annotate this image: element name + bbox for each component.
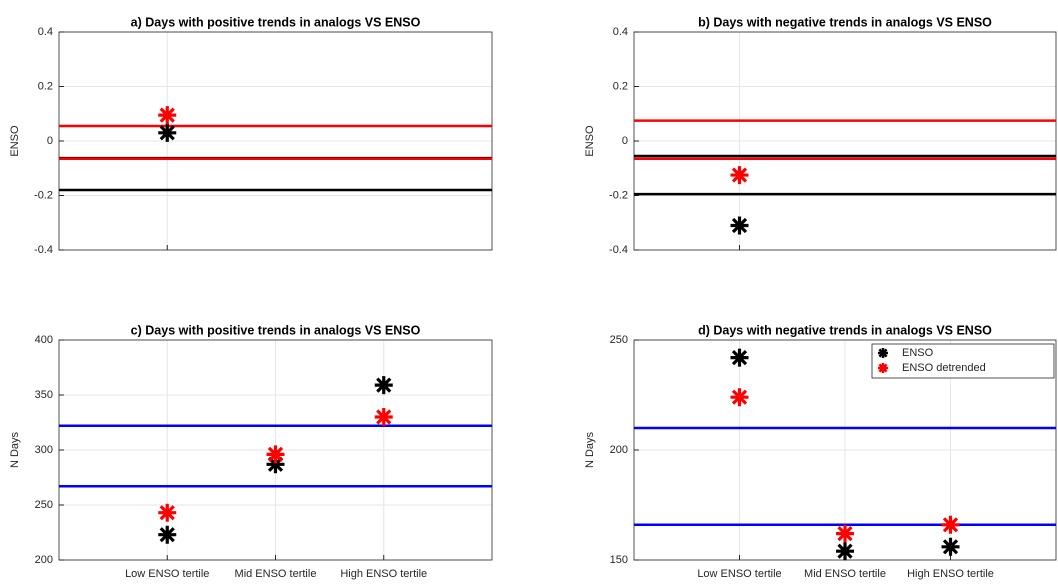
- y-tick-label: 150: [610, 554, 628, 566]
- y-tick-label: -0.4: [609, 244, 628, 256]
- chart-title: a) Days with positive trends in analogs …: [131, 15, 421, 29]
- marker: [374, 376, 393, 395]
- legend-box: [871, 343, 1055, 379]
- marker: [158, 106, 177, 125]
- y-tick-label: 400: [35, 334, 53, 346]
- y-tick-label: 0.4: [38, 26, 53, 38]
- axes-box: [633, 31, 1057, 251]
- y-tick-label: 250: [610, 334, 628, 346]
- x-tick-label: Mid ENSO tertile: [235, 568, 317, 580]
- y-tick-label: -0.2: [609, 189, 628, 201]
- marker: [158, 123, 177, 142]
- y-axis-label: N Days: [584, 431, 596, 468]
- x-tick-label: Mid ENSO tertile: [804, 568, 886, 580]
- legend-label: ENSO: [902, 347, 934, 359]
- legend: ENSO ENSO detrended: [871, 343, 1055, 379]
- marker: [730, 348, 749, 367]
- y-tick-label: 300: [35, 444, 53, 456]
- x-tick-label: Low ENSO tertile: [125, 568, 209, 580]
- legend-label: ENSO detrended: [902, 362, 986, 374]
- y-tick-label: 200: [35, 554, 53, 566]
- marker: [730, 166, 749, 185]
- chart-title: d) Days with negative trends in analogs …: [698, 323, 992, 337]
- marker: [836, 542, 854, 561]
- marker: [266, 455, 285, 474]
- y-tick-label: 0: [47, 135, 53, 147]
- y-tick-label: 0: [622, 135, 628, 147]
- marker: [374, 408, 393, 426]
- chart-title: b) Days with negative trends in analogs …: [698, 15, 992, 29]
- marker: [266, 445, 285, 464]
- axes-box: [58, 339, 493, 561]
- marker: [730, 216, 749, 235]
- y-axis-label: ENSO: [9, 125, 21, 157]
- y-tick-label: 250: [35, 499, 53, 511]
- y-axis-label: ENSO: [584, 125, 596, 157]
- y-tick-label: 0.2: [38, 80, 53, 92]
- marker: [158, 525, 177, 544]
- marker: [941, 515, 960, 534]
- x-tick-label: Low ENSO tertile: [697, 568, 781, 580]
- legend-marker: [878, 348, 888, 358]
- y-tick-label: 0.4: [613, 26, 628, 38]
- marker: [941, 537, 960, 556]
- legend-marker: [878, 363, 888, 373]
- x-tick-label: High ENSO tertile: [907, 568, 994, 580]
- x-tick-label: High ENSO tertile: [340, 568, 427, 580]
- y-tick-label: 350: [35, 389, 53, 401]
- y-tick-label: 200: [610, 444, 628, 456]
- marker: [730, 388, 749, 407]
- y-axis-label: N Days: [9, 431, 21, 468]
- marker: [158, 503, 177, 522]
- y-tick-label: 0.2: [613, 80, 628, 92]
- y-tick-label: -0.2: [34, 189, 53, 201]
- marker: [836, 524, 854, 543]
- y-tick-label: -0.4: [34, 244, 53, 256]
- axes-box: [58, 31, 493, 251]
- chart-title: c) Days with positive trends in analogs …: [131, 323, 421, 337]
